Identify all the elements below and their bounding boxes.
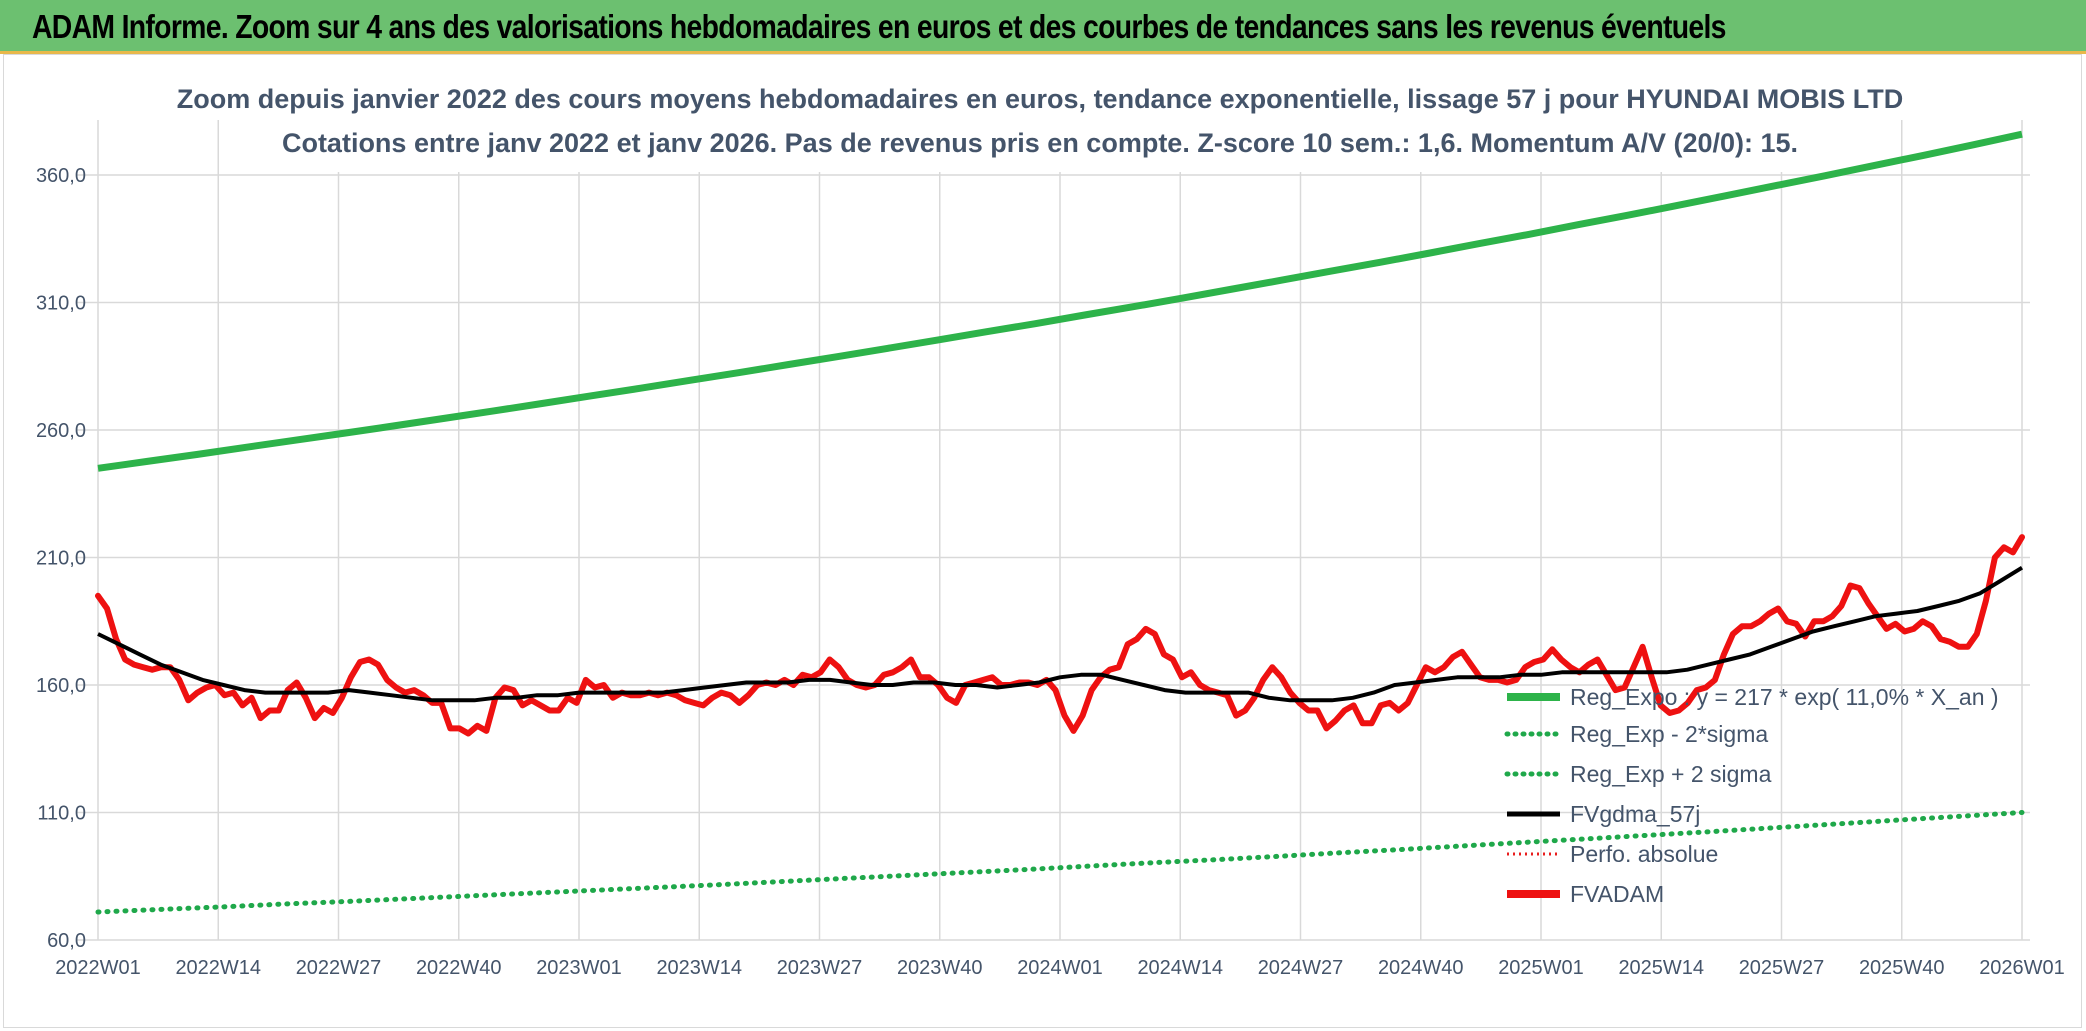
x-tick-label: 2024W14: [1137, 957, 1223, 979]
chart-grid: [76, 120, 2030, 941]
chart-title-line2: Cotations entre janv 2022 et janv 2026. …: [282, 128, 1798, 158]
x-tick-label: 2024W40: [1378, 957, 1464, 979]
legend-label-reg-exp-plus: Reg_Exp + 2 sigma: [1570, 761, 1772, 787]
series-layer: [95, 130, 2025, 737]
x-tick-label: 2024W27: [1258, 957, 1344, 979]
x-tick-label: 2025W40: [1859, 957, 1945, 979]
x-tick-label: 2025W14: [1618, 957, 1704, 979]
y-tick-label: 60,0: [47, 930, 86, 952]
x-axis: 2022W01 2022W14 2022W27 2022W40 2023W01 2023W…: [55, 957, 2065, 979]
x-tick-label: 2023W40: [897, 957, 983, 979]
x-tick-label: 2023W14: [656, 957, 742, 979]
y-tick-label: 160,0: [36, 675, 86, 697]
x-tick-label: 2024W01: [1017, 957, 1103, 979]
y-tick-label: 310,0: [36, 293, 86, 315]
report-title: ADAM Informe. Zoom sur 4 ans des valoris…: [32, 8, 1726, 45]
series-reg-exp-minus-2sigma: [95, 810, 2025, 915]
report-banner: ADAM Informe. Zoom sur 4 ans des valoris…: [0, 0, 2086, 54]
band-lower: [95, 810, 2025, 915]
legend-label-reg-expo: Reg_Expo : y = 217 * exp( 11,0% * X_an ): [1570, 684, 1999, 710]
x-tick-label: 2025W27: [1739, 957, 1825, 979]
y-tick-label: 260,0: [36, 420, 86, 442]
x-tick-label: 2022W14: [175, 957, 261, 979]
legend-label-reg-exp-minus: Reg_Exp - 2*sigma: [1570, 721, 1768, 747]
x-tick-label: 2023W01: [536, 957, 622, 979]
x-tick-label: 2026W01: [1979, 957, 2065, 979]
title-backdrop: [285, 80, 1785, 172]
chart-frame: [3, 54, 2082, 1028]
legend: Reg_Expo : y = 217 * exp( 11,0% * X_an )…: [1504, 684, 1999, 907]
x-tick-label: 2022W27: [296, 957, 382, 979]
y-tick-label: 360,0: [36, 165, 86, 187]
band-upper: [98, 0, 2022, 73]
legend-label-fvgdma: FVgdma_57j: [1570, 801, 1700, 827]
legend-label-fvadam: FVADAM: [1570, 881, 1664, 907]
y-tick-label: 210,0: [36, 548, 86, 570]
legend-label-perfo: Perfo. absolue: [1570, 841, 1718, 867]
x-tick-label: 2022W01: [55, 957, 141, 979]
series-fvadam: [95, 534, 2025, 737]
x-tick-label: 2022W40: [416, 957, 502, 979]
x-tick-label: 2025W01: [1498, 957, 1584, 979]
series-reg-exp-plus-2sigma: [98, 0, 2022, 73]
y-tick-label: 110,0: [37, 803, 86, 825]
series-reg-expo: [97, 130, 2023, 472]
x-tick-label: 2023W27: [777, 957, 863, 979]
chart-title-line1: Zoom depuis janvier 2022 des cours moyen…: [177, 84, 1903, 114]
series-fvgdma-57j: [97, 565, 2024, 703]
y-axis: 60,0 110,0 160,0 210,0 260,0 310,0 360,0: [36, 165, 86, 952]
